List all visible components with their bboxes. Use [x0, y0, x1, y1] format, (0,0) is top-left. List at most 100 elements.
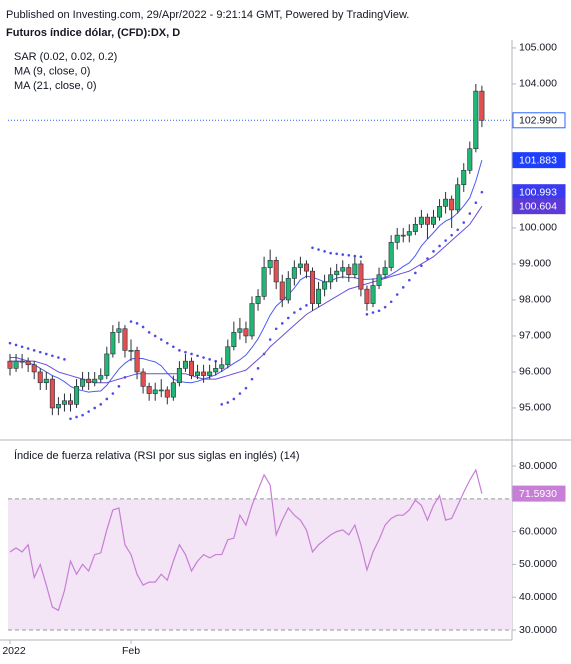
indicator-last-text: 100.604 — [519, 200, 557, 212]
candle-body — [201, 371, 207, 376]
sar-dot — [468, 212, 472, 215]
candle-body — [334, 270, 340, 276]
sar-dot — [408, 278, 411, 282]
candle-body — [340, 267, 346, 272]
sar-dot — [141, 325, 145, 329]
candle-body — [195, 371, 201, 376]
candle-body — [170, 382, 176, 398]
sar-dot — [268, 338, 272, 341]
indicator-last-text: 101.883 — [519, 154, 557, 166]
candle-body — [437, 206, 443, 218]
sar-dot — [166, 341, 169, 345]
legend-entry: SAR (0.02, 0.02, 0.2) — [14, 51, 117, 63]
sar-dot — [317, 248, 320, 251]
y-tick-label: 95.000 — [519, 402, 551, 414]
candle-body — [370, 285, 376, 304]
indicator-last-text: 100.993 — [519, 186, 557, 198]
sar-dot — [63, 358, 66, 361]
sar-dot — [208, 358, 211, 361]
rsi-last-box — [512, 485, 566, 502]
candle-body — [382, 267, 388, 276]
sar-dot — [87, 410, 90, 413]
candle-body — [322, 281, 328, 290]
sar-dot — [456, 228, 460, 232]
sar-dot — [341, 253, 345, 256]
rsi-last-text: 71.5930 — [519, 488, 557, 500]
sar-dot — [329, 251, 332, 255]
candle-body — [231, 332, 237, 348]
candle-body — [86, 378, 92, 384]
sar-dot — [135, 322, 139, 325]
sar-dot — [51, 354, 54, 358]
candle-body — [455, 184, 461, 211]
candle-body — [418, 216, 424, 225]
rsi-band — [8, 498, 512, 630]
y-tick-label: 97.000 — [519, 330, 551, 342]
candle-body — [55, 404, 61, 409]
indicator-last-box — [512, 198, 566, 215]
sar-dot — [184, 350, 187, 354]
y-tick-label: 96.000 — [519, 366, 551, 378]
sar-dot — [432, 250, 435, 253]
sar-dot — [347, 254, 351, 257]
sar-dot — [232, 397, 236, 401]
sar-dot — [220, 403, 224, 406]
rsi-y-tick-label: 30.0000 — [519, 624, 557, 636]
candle-body — [37, 371, 43, 384]
candle-body — [291, 267, 297, 279]
sar-dot — [45, 352, 48, 356]
sar-dot — [377, 309, 381, 313]
candle-body — [116, 328, 122, 333]
candle-body — [104, 353, 110, 376]
candle-body — [479, 90, 485, 121]
rsi-y-tick-label: 50.0000 — [519, 558, 557, 570]
candle-body — [134, 350, 140, 373]
sar-dot — [238, 392, 242, 395]
sar-dot — [335, 252, 339, 256]
candle-body — [158, 389, 164, 392]
candle-body — [140, 371, 146, 387]
last-price-text: 102.990 — [519, 115, 557, 127]
sar-dot — [323, 250, 326, 253]
sar-dot — [426, 257, 429, 260]
candle-body — [68, 400, 74, 405]
sar-dot — [81, 413, 84, 417]
candle-body — [164, 389, 170, 398]
legend-entry: MA (9, close, 0) — [14, 65, 90, 77]
rsi-legend: Índice de fuerza relativa (RSI por sus s… — [14, 449, 300, 462]
candle-body — [303, 263, 309, 272]
sar-dot — [395, 293, 399, 296]
candle-body — [461, 170, 467, 186]
candle-body — [31, 364, 37, 373]
candle-body — [394, 234, 400, 243]
candle-body — [406, 231, 412, 236]
sar-dot — [256, 367, 260, 370]
candle-body — [412, 224, 418, 232]
candle-body — [176, 368, 182, 384]
candle-body — [443, 198, 449, 207]
x-tick-label: Feb — [122, 645, 140, 657]
candle-body — [61, 400, 67, 405]
candle-body — [352, 263, 358, 276]
candle-body — [98, 375, 104, 380]
sar-dot — [153, 334, 157, 338]
sar-dot — [414, 271, 417, 275]
sar-dot — [305, 304, 308, 307]
sar-dot — [93, 406, 96, 410]
candle-body — [146, 386, 152, 394]
candle-body — [92, 378, 98, 384]
candle-body — [297, 263, 303, 268]
sar-dot — [250, 377, 254, 381]
candle-body — [80, 378, 86, 387]
last-price-box — [512, 112, 566, 129]
candle-body — [328, 274, 334, 283]
candle-body — [261, 267, 267, 297]
candle-body — [279, 281, 285, 301]
sar-dot — [32, 349, 36, 352]
y-tick-label: 104.000 — [519, 78, 557, 90]
candle-body — [152, 389, 158, 394]
candle-body — [424, 216, 430, 225]
sar-dot — [57, 356, 60, 359]
candle-body — [473, 90, 479, 150]
